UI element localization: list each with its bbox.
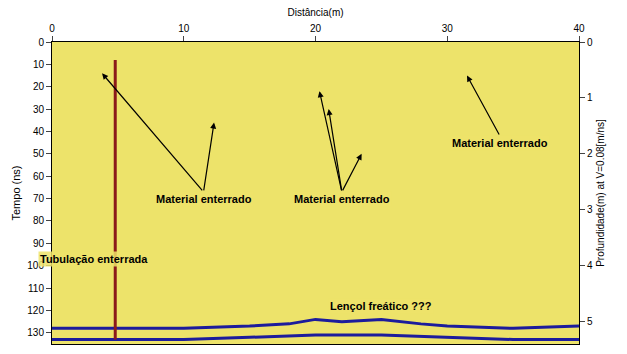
svg-text:60: 60 xyxy=(33,171,45,182)
svg-text:70: 70 xyxy=(33,193,45,204)
svg-text:Profundidade(m) at V=0.08[m/ns: Profundidade(m) at V=0.08[m/ns] xyxy=(595,119,606,267)
svg-text:30: 30 xyxy=(442,23,454,34)
svg-text:20: 20 xyxy=(33,81,45,92)
svg-text:0: 0 xyxy=(38,37,44,48)
svg-text:40: 40 xyxy=(573,23,585,34)
svg-text:0: 0 xyxy=(49,23,55,34)
svg-text:5: 5 xyxy=(587,316,593,327)
svg-text:4: 4 xyxy=(587,260,593,271)
svg-text:Tubulação enterrada: Tubulação enterrada xyxy=(40,253,148,265)
svg-text:20: 20 xyxy=(310,23,322,34)
svg-text:1: 1 xyxy=(587,92,593,103)
svg-text:Material enterrado: Material enterrado xyxy=(294,193,390,205)
svg-text:30: 30 xyxy=(33,104,45,115)
svg-text:3: 3 xyxy=(587,204,593,215)
svg-text:Material enterrado: Material enterrado xyxy=(452,137,548,149)
svg-text:40: 40 xyxy=(33,126,45,137)
svg-text:50: 50 xyxy=(33,148,45,159)
svg-text:110: 110 xyxy=(28,283,44,294)
svg-text:100: 100 xyxy=(27,260,44,271)
svg-text:10: 10 xyxy=(178,23,190,34)
svg-text:Lençol freático ???: Lençol freático ??? xyxy=(330,300,432,312)
svg-text:10: 10 xyxy=(33,59,45,70)
svg-text:90: 90 xyxy=(33,238,45,249)
svg-text:130: 130 xyxy=(27,327,44,338)
svg-text:Material enterrado: Material enterrado xyxy=(156,193,252,205)
svg-text:0: 0 xyxy=(587,37,593,48)
svg-text:Tempo (ns): Tempo (ns) xyxy=(10,165,22,220)
svg-text:80: 80 xyxy=(33,215,45,226)
svg-text:Distância(m): Distância(m) xyxy=(287,7,343,18)
svg-text:2: 2 xyxy=(587,148,593,159)
svg-text:120: 120 xyxy=(27,305,44,316)
